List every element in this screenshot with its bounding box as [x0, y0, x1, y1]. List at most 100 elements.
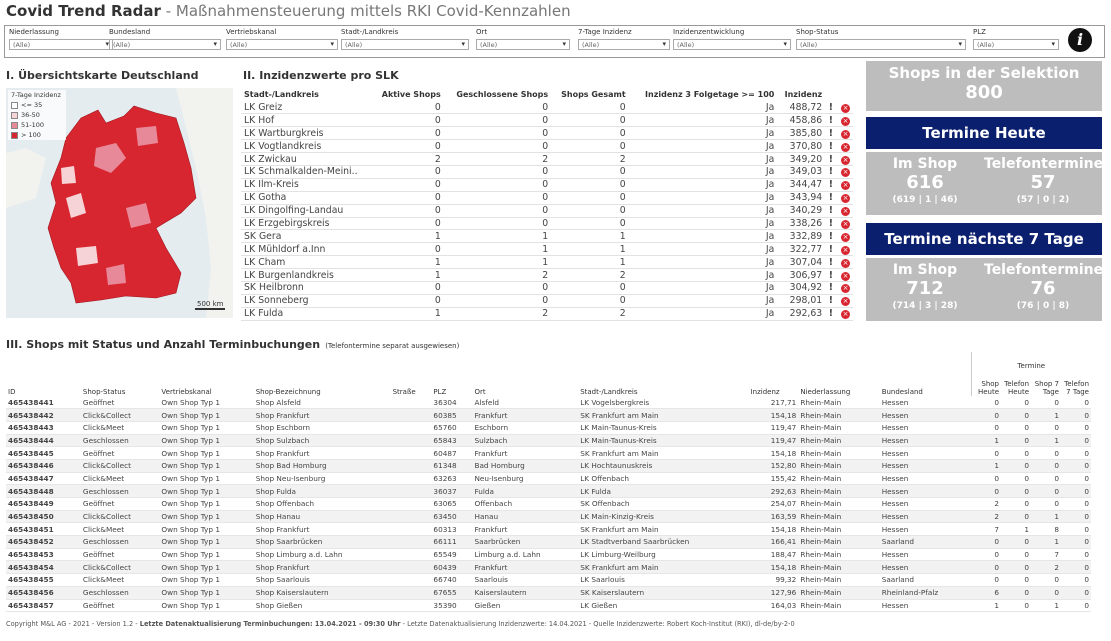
column-header: Stadt-/Landkreis — [244, 89, 319, 99]
table-cell: 152,80 — [748, 459, 799, 473]
warning-icon: ! — [825, 152, 837, 166]
remove-icon[interactable]: × — [841, 194, 850, 204]
filter-dropdown[interactable]: (Alle) — [796, 39, 966, 50]
table-cell: 349,03 — [777, 165, 826, 179]
table-cell: 0 — [1061, 510, 1091, 524]
table-cell: 1 — [443, 255, 552, 270]
filter[interactable]: PLZ (Alle) — [973, 28, 1059, 50]
table-cell: Gießen — [472, 599, 579, 613]
filter[interactable]: Shop-Status (Alle) — [796, 28, 966, 50]
remove-icon[interactable]: × — [841, 297, 850, 307]
empty-cell — [390, 484, 432, 498]
table-cell: 0 — [551, 126, 629, 141]
table-cell: Rhein-Main — [798, 510, 880, 524]
table-cell: Shop Limburg a.d. Lahn — [253, 548, 391, 562]
info-button[interactable]: i — [1068, 28, 1092, 52]
table-cell: Ja — [628, 101, 778, 115]
table-cell: SK Gera — [241, 229, 373, 244]
table-cell: LK Gotha — [241, 191, 373, 205]
filter-dropdown[interactable]: (Alle) — [578, 39, 670, 50]
kpi-detail: (57 | 0 | 2) — [1016, 195, 1070, 205]
shops-note: (Telefontermine separat ausgewiesen) — [325, 342, 460, 350]
table-cell: Hanau — [472, 510, 579, 524]
filter-dropdown[interactable]: (Alle) — [226, 39, 338, 50]
filter[interactable]: Bundesland (Alle) — [109, 28, 221, 50]
remove-icon[interactable]: × — [841, 116, 850, 126]
table-cell: 0 — [971, 560, 1001, 575]
filter-dropdown[interactable]: (Alle) — [109, 39, 221, 50]
warning-icon: ! — [825, 165, 837, 179]
table-cell: 2 — [551, 307, 629, 321]
warning-icon: ! — [825, 255, 837, 270]
table-cell: SK Frankfurt am Main — [578, 408, 749, 422]
kpi-label: Shops in der Selektion — [888, 64, 1080, 82]
table-cell: 0 — [1001, 573, 1031, 587]
filter-dropdown[interactable]: (Alle) — [673, 39, 791, 50]
table-cell: LK Vogtlandkreis — [241, 139, 373, 154]
legend-item: > 100 — [11, 131, 63, 139]
table-cell: Ja — [628, 113, 778, 128]
table-cell: Own Shop Typ 1 — [159, 408, 254, 422]
table-cell: Hessen — [879, 434, 971, 448]
table-cell: Saarlouis — [472, 573, 579, 587]
table-cell: LK Offenbach — [578, 472, 749, 486]
table-cell: Frankfurt — [472, 522, 579, 537]
remove-icon[interactable]: × — [841, 207, 850, 217]
table-row: 465438441 Geöffnet Own Shop Typ 1 Shop Alsf… — [6, 396, 1091, 410]
remove-icon[interactable]: × — [841, 155, 850, 165]
filter[interactable]: Niederlassung (Alle) — [9, 28, 113, 50]
remove-icon[interactable]: × — [841, 103, 850, 113]
table-cell: Shop Offenbach — [253, 497, 391, 511]
table-cell: Hessen — [879, 421, 971, 435]
remove-icon[interactable]: × — [841, 232, 850, 242]
table-cell: Rhein-Main — [798, 560, 880, 575]
table-cell: Shop Neu-Isenburg — [253, 472, 391, 486]
table-cell: 65843 — [431, 434, 473, 448]
remove-icon[interactable]: × — [841, 168, 850, 178]
remove-icon[interactable]: × — [841, 129, 850, 139]
filter-dropdown[interactable]: (Alle) — [476, 39, 570, 50]
filter[interactable]: Inzidenzentwicklung (Alle) — [673, 28, 791, 50]
filter[interactable]: Ort (Alle) — [476, 28, 570, 50]
table-row: 465438452 Geschlossen Own Shop Typ 1 Shop S… — [6, 535, 1091, 549]
table-cell: LK Greiz — [241, 101, 373, 115]
table-cell: 0 — [971, 484, 1001, 498]
map-scale: 500 km — [195, 300, 226, 310]
map-title: I. Übersichtskarte Deutschland — [6, 69, 199, 82]
table-cell: LK Fulda — [578, 484, 749, 498]
filter[interactable]: Vertriebskanal (Alle) — [226, 28, 338, 50]
filter-label: PLZ — [973, 28, 986, 36]
table-cell: LK Main-Taunus-Kreis — [578, 421, 749, 435]
table-cell: 0 — [443, 178, 552, 192]
table-row: 465438455 Click&Meet Own Shop Typ 1 Shop Sa… — [6, 573, 1091, 587]
filter-dropdown[interactable]: (Alle) — [341, 39, 469, 50]
remove-icon[interactable]: × — [841, 258, 850, 268]
remove-icon[interactable]: × — [841, 284, 850, 294]
table-cell: 60385 — [431, 408, 473, 422]
filter[interactable]: 7-Tage Inzidenz (Alle) — [578, 28, 670, 50]
remove-icon[interactable]: × — [841, 181, 850, 191]
filter-dropdown[interactable]: (Alle) — [973, 39, 1059, 50]
table-cell: Shop Sulzbach — [253, 434, 391, 448]
table-cell: 0 — [551, 139, 629, 154]
table-cell: Rhein-Main — [798, 396, 880, 410]
remove-icon[interactable]: × — [841, 142, 850, 152]
table-cell: Rhein-Main — [798, 586, 880, 600]
filter-dropdown[interactable]: (Alle) — [9, 39, 113, 50]
kpi-label: Im Shop — [892, 156, 958, 172]
column-header: Shop 7 Tage — [1034, 380, 1059, 396]
table-cell: 1 — [443, 229, 552, 244]
table-cell: Ja — [628, 165, 778, 179]
remove-icon[interactable]: × — [841, 310, 850, 320]
remove-icon[interactable]: × — [841, 271, 850, 281]
table-row: 465438457 Geöffnet Own Shop Typ 1 Shop Gieß… — [6, 599, 1091, 613]
remove-icon[interactable]: × — [841, 219, 850, 229]
table-cell: 154,18 — [748, 560, 799, 575]
column-header: Straße — [392, 388, 416, 396]
table-cell: 254,07 — [748, 497, 799, 511]
table-cell: 465438453 — [6, 548, 81, 562]
close-cell: × — [836, 242, 853, 257]
remove-icon[interactable]: × — [841, 245, 850, 255]
filter[interactable]: Stadt-/Landkreis (Alle) — [341, 28, 469, 50]
